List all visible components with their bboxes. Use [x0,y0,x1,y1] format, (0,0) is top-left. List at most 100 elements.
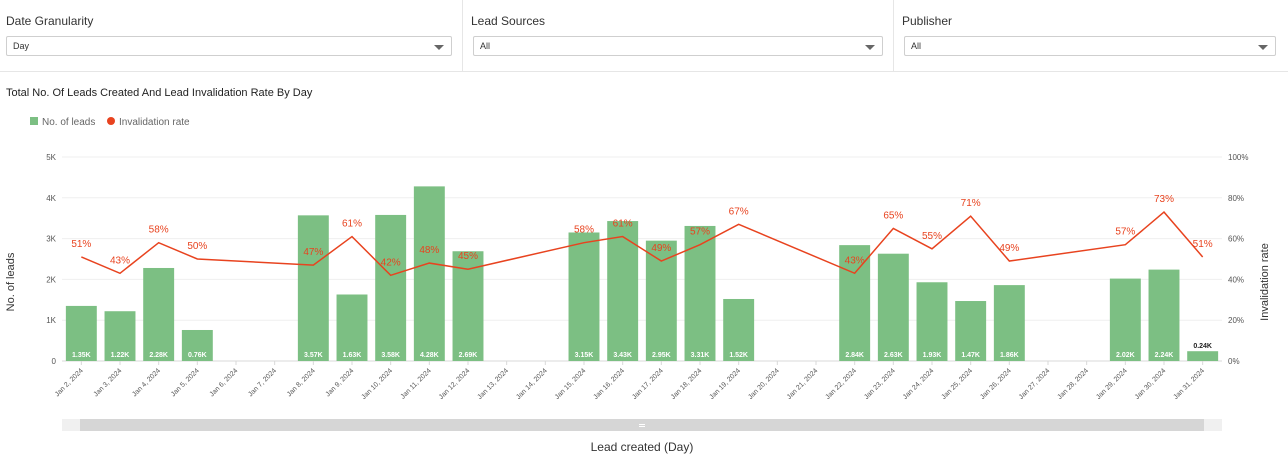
chevron-down-icon [1258,45,1268,50]
line-point[interactable] [1161,209,1167,215]
date-granularity-select[interactable]: Day [6,36,452,56]
scrollbar-grip [639,424,645,425]
x-tick-label: Jan 9, 2024 [325,367,356,398]
line-point[interactable] [349,234,355,240]
y-tick-label: 4K [46,194,56,203]
line-point[interactable] [426,260,432,266]
line-point[interactable] [388,272,394,278]
bar-value-label: 1.63K [343,352,362,359]
bar[interactable] [65,305,97,361]
bar[interactable] [336,294,368,361]
x-tick-label: Jan 7, 2024 [247,367,278,398]
bar-value-label: 2.24K [1155,352,1174,359]
bar[interactable] [607,221,639,361]
bar-value-label: 1.47K [961,352,980,359]
y-tick-label: 3K [46,235,56,244]
x-tick-label: Jan 22, 2024 [825,367,859,401]
line-point[interactable] [117,270,123,276]
line-point[interactable] [852,270,858,276]
line-point[interactable] [1122,242,1128,248]
y2-tick-label: 100% [1228,153,1248,162]
bar-value-label: 2.28K [149,352,168,359]
divider [462,0,463,72]
line-point[interactable] [1006,258,1012,264]
x-tick-label: Jan 5, 2024 [170,367,201,398]
invalidation-rate-line [81,211,1204,277]
y2-axis-title: Invalidation rate [1259,243,1271,321]
bar[interactable] [839,245,871,361]
bar[interactable] [877,253,909,361]
date-granularity-label: Date Granularity [6,14,94,28]
x-tick-label: Jan 21, 2024 [786,367,820,401]
y-tick-label: 1K [46,316,56,325]
bar[interactable] [413,186,445,361]
line-point[interactable] [697,242,703,248]
bar[interactable] [723,298,755,361]
x-tick-label: Jan 18, 2024 [670,367,704,401]
line-point[interactable] [736,221,742,227]
x-tick-label: Jan 27, 2024 [1018,367,1052,401]
line-point[interactable] [581,240,587,246]
bar-label-bg [1189,340,1216,351]
line-value-label: 58% [149,225,169,236]
line-point[interactable] [156,240,162,246]
line-value-label: 42% [381,257,401,268]
x-tick-label: Jan 19, 2024 [709,367,743,401]
line-point[interactable] [890,225,896,231]
x-tick-label: Jan 11, 2024 [400,367,433,400]
gridlines [62,156,1222,362]
legend-bar-label[interactable]: No. of leads [42,117,95,128]
line-value-label: 51% [1193,239,1213,250]
bar[interactable] [1187,351,1219,361]
line-point[interactable] [465,266,471,272]
line-value-label: 73% [1154,194,1174,205]
legend-bar-swatch [30,117,38,125]
line-point[interactable] [194,256,200,262]
line-value-label: 43% [110,255,130,266]
bar-value-label: 2.84K [845,352,864,359]
bar[interactable] [104,311,136,361]
horizontal-scrollbar[interactable] [62,419,1222,431]
publisher-label: Publisher [902,14,953,28]
x-tick-label: Jan 24, 2024 [902,367,936,401]
bar-value-label: 3.15K [575,352,594,359]
bar[interactable] [916,282,948,361]
line-point[interactable] [78,254,84,260]
legend-line-label[interactable]: Invalidation rate [119,117,190,128]
y2-tick-label: 0% [1228,357,1240,366]
bar[interactable] [181,329,213,361]
line-point[interactable] [310,262,316,268]
line-value-label: 43% [845,255,865,266]
bar[interactable] [1148,269,1180,361]
date-granularity-value: Day [13,41,30,51]
x-tick-label: Jan 13, 2024 [477,367,511,401]
lead-sources-filter: Lead Sources All [467,0,893,72]
bar[interactable] [568,232,600,361]
line-value-label: 57% [690,227,710,238]
bar[interactable] [375,214,407,361]
x-tick-label: Jan 4, 2024 [131,367,162,398]
x-tick-label: Jan 28, 2024 [1057,367,1091,401]
line-point[interactable] [1200,254,1206,260]
bar[interactable] [993,285,1025,361]
scrollbar-grip [639,426,645,427]
publisher-select[interactable]: All [904,36,1276,56]
line-value-label: 55% [922,231,942,242]
line-point[interactable] [929,246,935,252]
bar[interactable] [1109,278,1141,361]
chart-legend: No. of leads Invalidation rate [30,117,190,128]
line-point[interactable] [658,258,664,264]
line-point[interactable] [968,213,974,219]
bar[interactable] [297,215,329,361]
lead-sources-select[interactable]: All [473,36,883,56]
line-series [78,209,1206,278]
bar-value-label: 4.28K [420,352,439,359]
bar[interactable] [143,267,175,361]
line-value-label: 61% [613,219,633,230]
bar[interactable] [955,301,987,361]
line-point[interactable] [620,234,626,240]
date-granularity-filter: Date Granularity Day [0,0,462,72]
bar-value-label: 0.76K [188,352,207,359]
x-tick-label: Jan 20, 2024 [747,367,781,401]
x-axis-title: Lead created (Day) [591,440,694,454]
